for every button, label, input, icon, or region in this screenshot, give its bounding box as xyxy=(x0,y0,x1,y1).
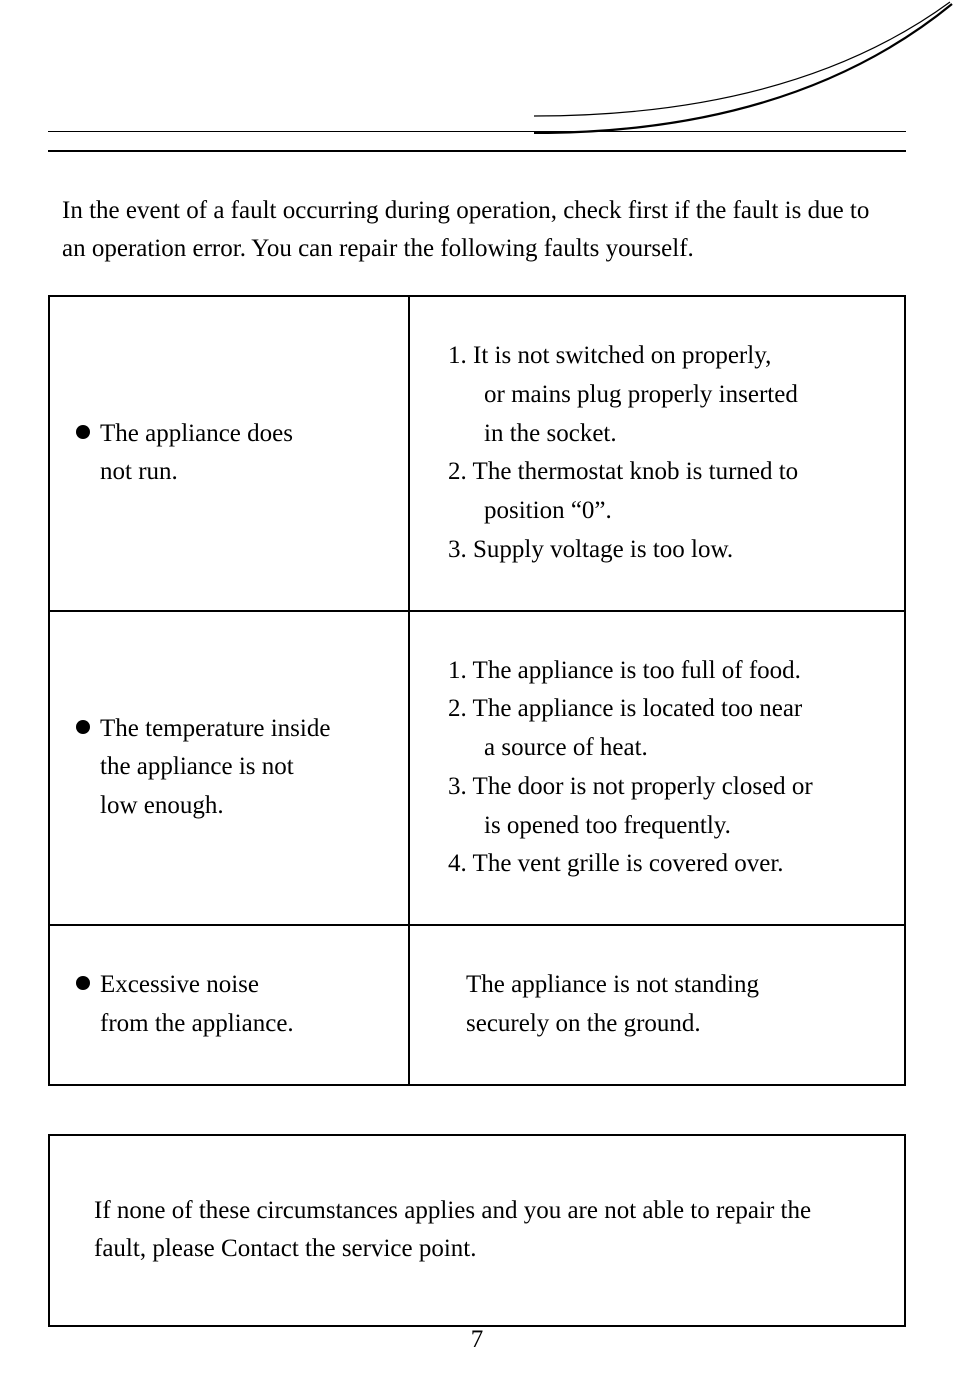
table-row: The temperature inside the appliance is … xyxy=(49,611,905,926)
cause-line: The appliance is not standing xyxy=(466,966,880,1005)
page-root: In the event of a fault occurring during… xyxy=(0,0,954,1378)
cause-cell: The appliance is not standing securely o… xyxy=(409,925,905,1085)
fault-table: The appliance does not run. 1. It is not… xyxy=(48,295,906,1086)
fault-line: low enough. xyxy=(100,787,330,826)
header-swoosh-icon xyxy=(534,0,954,134)
bullet-icon xyxy=(76,720,90,734)
fault-text: The temperature inside the appliance is … xyxy=(100,710,330,826)
cause-line: 2. The thermostat knob is turned to xyxy=(448,453,880,492)
cause-line: a source of heat. xyxy=(448,729,880,768)
fault-cell: The appliance does not run. xyxy=(49,296,409,611)
fault-text: The appliance does not run. xyxy=(100,415,293,493)
footer-note-box: If none of these circumstances applies a… xyxy=(48,1134,906,1328)
fault-line: not run. xyxy=(100,453,293,492)
page-number: 7 xyxy=(0,1326,954,1354)
cause-cell: 1. It is not switched on properly, or ma… xyxy=(409,296,905,611)
cause-line: 3. Supply voltage is too low. xyxy=(448,531,880,570)
cause-line: or mains plug properly inserted xyxy=(448,376,880,415)
fault-cell: The temperature inside the appliance is … xyxy=(49,611,409,926)
table-row: The appliance does not run. 1. It is not… xyxy=(49,296,905,611)
fault-line: The appliance does xyxy=(100,415,293,454)
cause-line: 1. The appliance is too full of food. xyxy=(448,652,880,691)
fault-bullet-wrap: The temperature inside the appliance is … xyxy=(76,710,392,826)
cause-line: 3. The door is not properly closed or xyxy=(448,768,880,807)
cause-line: in the socket. xyxy=(448,415,880,454)
bullet-icon xyxy=(76,425,90,439)
fault-line: from the appliance. xyxy=(100,1005,294,1044)
cause-list: 1. It is not switched on properly, or ma… xyxy=(448,337,880,570)
fault-table-body: The appliance does not run. 1. It is not… xyxy=(49,296,905,1085)
fault-line: Excessive noise xyxy=(100,966,294,1005)
fault-cell: Excessive noise from the appliance. xyxy=(49,925,409,1085)
cause-list: 1. The appliance is too full of food. 2.… xyxy=(448,652,880,885)
fault-line: The temperature inside xyxy=(100,710,330,749)
cause-line: is opened too frequently. xyxy=(448,807,880,846)
cause-cell: 1. The appliance is too full of food. 2.… xyxy=(409,611,905,926)
intro-paragraph: In the event of a fault occurring during… xyxy=(48,152,906,295)
fault-bullet-wrap: The appliance does not run. xyxy=(76,415,392,493)
fault-line: the appliance is not xyxy=(100,748,330,787)
cause-list: The appliance is not standing securely o… xyxy=(466,966,880,1044)
bullet-icon xyxy=(76,976,90,990)
footer-note-text: If none of these circumstances applies a… xyxy=(94,1192,860,1270)
cause-line: 1. It is not switched on properly, xyxy=(448,337,880,376)
table-row: Excessive noise from the appliance. The … xyxy=(49,925,905,1085)
fault-bullet-wrap: Excessive noise from the appliance. xyxy=(76,966,392,1044)
cause-line: 4. The vent grille is covered over. xyxy=(448,845,880,884)
fault-text: Excessive noise from the appliance. xyxy=(100,966,294,1044)
cause-line: securely on the ground. xyxy=(466,1005,880,1044)
cause-line: 2. The appliance is located too near xyxy=(448,690,880,729)
cause-line: position “0”. xyxy=(448,492,880,531)
page-header xyxy=(48,0,906,152)
